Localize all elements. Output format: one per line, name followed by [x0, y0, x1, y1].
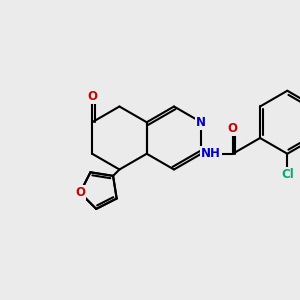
Text: O: O — [228, 122, 238, 135]
Text: O: O — [75, 186, 85, 199]
Text: Cl: Cl — [281, 168, 294, 181]
Text: NH: NH — [201, 147, 221, 160]
Text: O: O — [87, 90, 97, 103]
Text: N: N — [196, 116, 206, 129]
